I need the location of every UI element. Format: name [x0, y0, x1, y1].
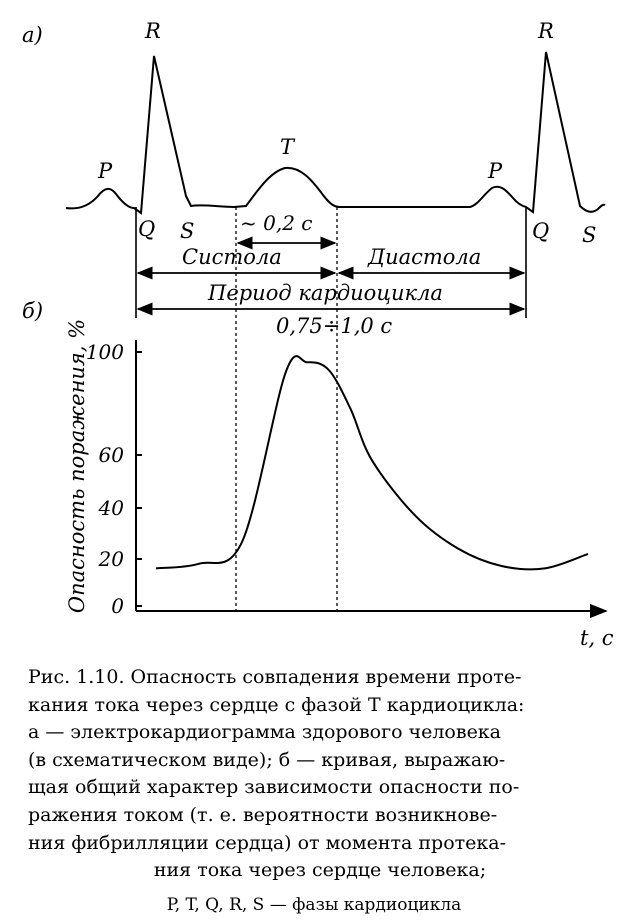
- wave-r2-label: R: [537, 19, 554, 43]
- caption-line: а — электрокардиограмма здорового челове…: [28, 721, 502, 744]
- panel-a-label: а): [22, 23, 43, 47]
- wave-t-label: T: [280, 135, 296, 159]
- panel-b-label: б): [22, 299, 43, 323]
- period-label: Период кардиоцикла: [207, 281, 443, 305]
- danger-curve: [155, 355, 589, 571]
- caption-line: ния тока через сердце человека;: [153, 859, 487, 882]
- y-tick-label: 100: [86, 340, 124, 364]
- ecg-trace: [65, 51, 606, 215]
- y-tick-label: 0: [111, 594, 124, 618]
- y-tick-label: 60: [99, 443, 125, 467]
- wave-s1-label: S: [180, 219, 194, 243]
- y-tick-label: 40: [98, 496, 125, 520]
- systole-label: Систола: [182, 245, 282, 269]
- wave-q1-label: Q: [138, 217, 155, 241]
- x-axis-label: t, c: [580, 626, 614, 650]
- y-tick-label: 20: [98, 547, 125, 571]
- wave-q2-label: Q: [532, 219, 549, 243]
- period-value-label: 0,75÷1,0 с: [276, 314, 392, 338]
- caption-line: кания тока через сердце с фазой T кардио…: [28, 693, 525, 716]
- caption-line: (в схематическом виде); б — кривая, выра…: [28, 748, 506, 771]
- caption-line: щая общий характер зависимости опасности…: [28, 776, 520, 799]
- figure-caption: Рис. 1.10. Опасность совпадения времени …: [28, 664, 612, 885]
- y-tick-group: 100 60 40 20 0: [86, 340, 142, 618]
- caption-line: Рис. 1.10. Опасность совпадения времени …: [28, 666, 522, 688]
- caption-line: ражения током (т. е. вероятности возникн…: [28, 803, 498, 826]
- wave-r1-label: R: [144, 19, 161, 43]
- wave-s2-label: S: [582, 223, 596, 247]
- diastole-label: Диастола: [367, 245, 481, 269]
- ecg-diagram: а) R P Q S T P R Q S ~ 0,2 с Систола Диа…: [22, 19, 614, 650]
- wave-p1-label: P: [97, 159, 113, 183]
- phase-legend: P, T, Q, R, S — фазы кардиоцикла: [166, 895, 462, 915]
- wave-p2-label: P: [487, 159, 503, 183]
- caption-line: ния фибрилляции сердца) от момента проте…: [28, 831, 507, 854]
- t-interval-label: ~ 0,2 с: [240, 211, 312, 235]
- y-axis-label: Опасность поражения, %: [65, 319, 89, 613]
